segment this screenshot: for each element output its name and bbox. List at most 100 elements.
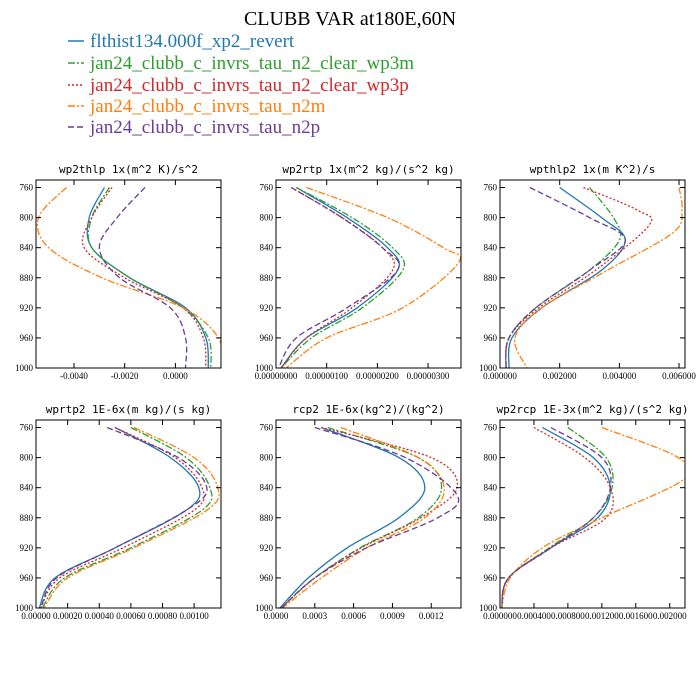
y-tick-label: 920 (260, 543, 274, 553)
panel: rcp2 1E-6x(kg^2)/(kg^2) 760 800 840 880 920 96… (255, 403, 462, 621)
x-tick-label: 0.000400 (517, 611, 551, 621)
x-tick-label: -0.0020 (111, 371, 139, 381)
y-tick-label: 920 (260, 303, 274, 313)
x-tick-label: 0.00000 (21, 611, 51, 621)
y-tick-label: 880 (260, 513, 274, 523)
y-tick-label: 800 (260, 213, 274, 223)
series-line (505, 186, 626, 368)
panel-title: wpthlp2 1x(m K^2)/s (530, 163, 656, 176)
series-line (505, 187, 622, 368)
legend-entry: jan24_clubb_c_invrs_tau_n2m (68, 96, 326, 117)
series-line (98, 187, 188, 368)
panel: wp2rcp 1E-3x(m^2 kg)/(s^2 kg) 760 800 840 88… (479, 403, 689, 621)
series-line (504, 186, 653, 368)
y-tick-label: 960 (484, 573, 498, 583)
y-tick-label: 1000 (15, 363, 34, 373)
y-tick-label: 1000 (479, 363, 498, 373)
plot-frame (35, 179, 222, 369)
series-line (87, 187, 212, 368)
x-tick-label: 0.0000 (264, 611, 289, 621)
series-line (81, 187, 207, 368)
series-line (279, 426, 426, 608)
plot-frame (275, 419, 462, 609)
x-tick-label: 0.000000 (483, 611, 517, 621)
legend-entry: jan24_clubb_c_invrs_tau_n2_clear_wp3p (68, 75, 409, 96)
legend-entry: jan24_clubb_c_invrs_tau_n2_clear_wp3m (68, 53, 414, 74)
y-tick-label: 1000 (255, 363, 274, 373)
series-line (40, 426, 206, 608)
x-tick-label: 0.001600 (619, 611, 653, 621)
x-tick-label: 0.002000 (543, 371, 577, 381)
y-tick-label: 840 (20, 483, 34, 493)
x-tick-label: 0.000000 (483, 371, 517, 381)
plot-frame (499, 179, 686, 369)
series-line (501, 426, 614, 608)
x-tick-label: 0.004000 (602, 371, 636, 381)
legend-entry: jan24_clubb_c_invrs_tau_n2p (68, 117, 320, 138)
y-tick-label: 840 (260, 243, 274, 253)
x-tick-label: 0.0003 (302, 611, 327, 621)
panel-title: wp2thlp 1x(m^2 K)/s^2 (59, 163, 198, 176)
series-line (40, 426, 208, 608)
series-line (507, 186, 626, 368)
series-line (280, 426, 459, 608)
y-tick-label: 960 (20, 333, 34, 343)
x-tick-label: 0.00080 (148, 611, 178, 621)
series-line (501, 426, 614, 608)
y-tick-label: 800 (484, 213, 498, 223)
series-line (280, 426, 460, 608)
series-line (280, 186, 395, 368)
series-line (285, 186, 461, 368)
x-tick-label: 0.00000100 (305, 371, 348, 381)
legend-label: flthist134.000f_xp2_revert (90, 31, 295, 52)
series-line (513, 187, 683, 368)
panel: wprtp2 1E-6x(m kg)/(s kg) 760 800 840 880 920… (15, 403, 222, 621)
x-tick-label: 0.00020 (53, 611, 83, 621)
y-tick-label: 840 (484, 483, 498, 493)
x-tick-label: -0.0040 (60, 371, 88, 381)
panels: wp2thlp 1x(m^2 K)/s^2 760 800 840 880 920 960 1… (15, 163, 696, 621)
x-tick-label: 0.00060 (116, 611, 146, 621)
legend-label: jan24_clubb_c_invrs_tau_n2m (89, 96, 326, 117)
y-tick-label: 920 (484, 303, 498, 313)
panel: wpthlp2 1x(m K^2)/s 760 800 840 880 920 960 100… (479, 163, 696, 381)
legend: flthist134.000f_xp2_revert jan24_clubb_c… (68, 31, 414, 138)
series-line (86, 187, 209, 368)
y-tick-label: 760 (260, 423, 274, 433)
y-tick-label: 760 (260, 183, 274, 193)
y-tick-label: 960 (484, 333, 498, 343)
y-tick-label: 1000 (479, 603, 498, 613)
y-tick-label: 880 (484, 513, 498, 523)
series-line (501, 426, 612, 608)
x-tick-label: 0.0000 (163, 371, 188, 381)
y-tick-label: 880 (20, 273, 34, 283)
x-tick-label: 0.00040 (85, 611, 115, 621)
x-tick-label: 0.0012 (419, 611, 444, 621)
legend-label: jan24_clubb_c_invrs_tau_n2_clear_wp3p (89, 75, 409, 96)
panel: wp2rtp 1x(m^2 kg)/(s^2 kg) 760 800 840 880 92… (255, 163, 462, 381)
figure-title: CLUBB VAR at180E,60N (244, 8, 456, 30)
x-tick-label: 0.002000 (653, 611, 687, 621)
y-tick-label: 880 (484, 273, 498, 283)
x-tick-label: 0.0006 (341, 611, 366, 621)
x-tick-label: 0.006000 (662, 371, 696, 381)
series-line (501, 426, 685, 608)
y-tick-label: 840 (20, 243, 34, 253)
y-tick-label: 920 (484, 543, 498, 553)
x-tick-label: 0.00000000 (255, 371, 298, 381)
y-tick-label: 880 (260, 273, 274, 283)
y-tick-label: 960 (260, 333, 274, 343)
y-tick-label: 760 (20, 423, 34, 433)
y-tick-label: 880 (20, 513, 34, 523)
plot-frame (35, 419, 222, 609)
x-tick-label: 0.00000200 (356, 371, 399, 381)
y-tick-label: 920 (20, 303, 34, 313)
plot-frame (275, 179, 462, 369)
y-tick-label: 760 (484, 423, 498, 433)
x-tick-label: 0.00100 (179, 611, 209, 621)
panel-title: wp2rtp 1x(m^2 kg)/(s^2 kg) (282, 163, 454, 176)
y-tick-label: 840 (260, 483, 274, 493)
series-line (277, 186, 400, 368)
legend-label: jan24_clubb_c_invrs_tau_n2p (89, 117, 320, 138)
plot-frame (499, 419, 686, 609)
